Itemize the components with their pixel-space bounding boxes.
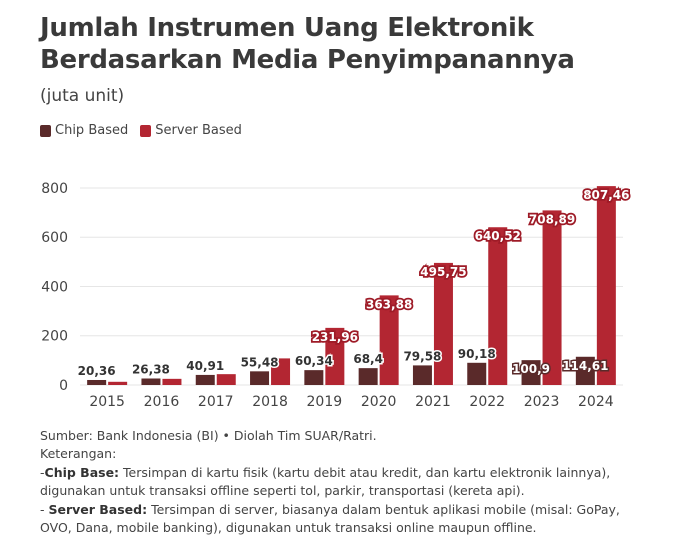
title-line-2: Berdasarkan Media Penyimpanannya	[40, 45, 575, 75]
data-label-chip: 40,91	[186, 359, 224, 373]
legend-item-server: Server Based	[140, 123, 242, 138]
x-tick-label: 2015	[89, 394, 125, 410]
legend-swatch-chip	[40, 124, 51, 137]
data-label-chip: 114,61	[562, 359, 608, 373]
data-label-server: 495,75	[420, 265, 466, 279]
legend-label-chip: Chip Based	[55, 123, 129, 138]
x-tick-label: 2018	[252, 394, 288, 410]
note-server-line-1: - Server Based: Tersimpan di server, bia…	[40, 501, 670, 519]
title-line-1: Jumlah Instrumen Uang Elektronik	[40, 13, 534, 43]
bar-chip	[195, 374, 215, 385]
y-tick-label: 800	[41, 181, 68, 197]
legend: Chip Based Server Based	[40, 123, 254, 138]
data-label-server: 708,89	[529, 212, 575, 226]
data-label-chip: 79,58	[403, 349, 441, 363]
note-chip-desc-1: Tersimpan di kartu fisik (kartu debit at…	[119, 464, 611, 480]
bar-chip	[575, 356, 595, 385]
x-tick-label: 2021	[415, 394, 451, 410]
data-label-chip: 26,38	[132, 363, 170, 377]
x-tick-label: 2024	[578, 394, 614, 410]
note-chip-term: Chip Base:	[44, 464, 120, 480]
x-tick-label: 2022	[469, 394, 505, 410]
bar-server	[433, 262, 453, 385]
legend-label-server: Server Based	[155, 123, 242, 138]
chart-notes: Sumber: Bank Indonesia (BI) • Diolah Tim…	[40, 427, 670, 537]
legend-swatch-server	[140, 124, 152, 137]
bar-server	[379, 295, 399, 385]
x-tick-label: 2016	[144, 394, 180, 410]
data-label-chip: 68,4	[353, 352, 383, 366]
legend-item-chip: Chip Based	[40, 123, 128, 138]
source-note: Sumber: Bank Indonesia (BI) • Diolah Tim…	[40, 428, 377, 443]
bar-server	[488, 227, 508, 385]
data-label-server: 363,88	[366, 297, 412, 311]
note-chip-prefix: -	[40, 464, 45, 480]
data-label-server: 231,96	[312, 330, 358, 344]
note-server-desc-1: Tersimpan di server, biasanya dalam bent…	[147, 501, 620, 517]
bar-server	[542, 210, 562, 385]
y-tick-label: 400	[41, 279, 68, 295]
bar-chip	[467, 362, 487, 385]
x-tick-label: 2017	[198, 394, 234, 410]
note-chip-line-1: -Chip Base: Tersimpan di kartu fisik (ka…	[40, 464, 670, 482]
bar-chip	[141, 378, 161, 385]
y-tick-label: 600	[41, 230, 68, 246]
bar-chip	[304, 370, 324, 385]
chart-title: Jumlah Instrumen Uang Elektronik Berdasa…	[40, 12, 575, 76]
data-label-chip: 20,36	[78, 364, 116, 378]
bar-server	[325, 327, 345, 385]
data-label-chip: 55,48	[241, 355, 279, 369]
bar-server	[596, 186, 616, 385]
data-label-chip: 60,34	[295, 354, 333, 368]
bar-chip	[521, 360, 541, 385]
bar-chip	[250, 371, 270, 385]
y-tick-label: 200	[41, 329, 68, 345]
note-server-prefix: -	[40, 501, 49, 517]
data-label-server: 640,52	[475, 229, 521, 243]
bar-chip	[412, 365, 432, 385]
note-server-term: Server Based:	[48, 501, 148, 517]
data-label-chip: 100,9	[512, 362, 550, 376]
y-tick-label: 0	[59, 378, 68, 394]
bar-server	[271, 358, 291, 385]
chart-subtitle: (juta unit)	[40, 86, 125, 106]
notes-heading: Keterangan:	[40, 446, 117, 462]
bar-server	[216, 374, 236, 385]
bar-chip	[358, 368, 378, 385]
note-chip-line-2: digunakan untuk transaksi offline sepert…	[40, 483, 525, 499]
bar-chip	[87, 379, 107, 385]
x-tick-label: 2020	[361, 394, 397, 410]
x-tick-label: 2019	[307, 394, 343, 410]
x-tick-label: 2023	[524, 394, 560, 410]
bar-server	[108, 381, 128, 385]
bar-server	[162, 378, 182, 385]
data-label-server: 807,46	[583, 188, 629, 202]
data-label-chip: 90,18	[458, 347, 496, 361]
bar-chart: 0 200 400 600 800 2015 2016 2017 2018 2019 2020 202…	[41, 181, 631, 410]
note-server-line-2: OVO, Dana, mobile banking), digunakan un…	[40, 520, 537, 536]
